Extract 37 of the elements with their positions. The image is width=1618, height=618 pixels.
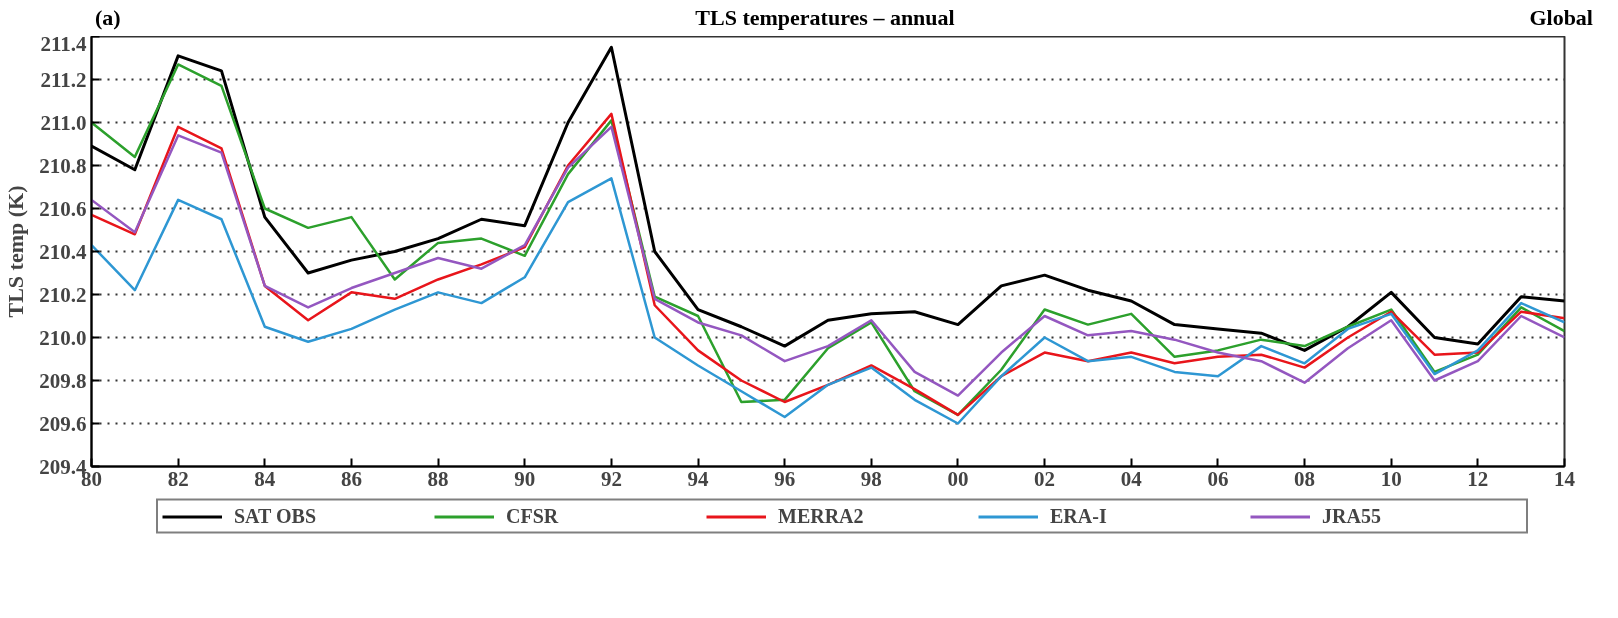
x-tick-label: 98: [860, 466, 882, 491]
y-axis-title: TLS temp (K): [3, 185, 29, 318]
y-tick-label: 210.8: [39, 153, 87, 178]
legend-label: SAT OBS: [234, 504, 318, 528]
y-tick-label: 209.6: [39, 411, 87, 436]
y-tick-label: 210.4: [39, 239, 87, 264]
x-tick-label: 10: [1380, 466, 1402, 491]
x-tick-label: 14: [1554, 466, 1576, 491]
x-tick-label: 90: [514, 466, 536, 491]
x-tick-label: 82: [167, 466, 189, 491]
x-tick-label: 96: [774, 466, 796, 491]
x-tick-label: 88: [427, 466, 449, 491]
y-tick-label: 210.0: [39, 325, 87, 350]
x-tick-label: 94: [687, 466, 710, 491]
x-tick-label: 92: [600, 466, 622, 491]
legend-label: CFSR: [506, 504, 560, 528]
y-tick-label: 211.2: [40, 67, 87, 92]
text: Global: [1529, 4, 1593, 32]
x-tick-label: 84: [254, 466, 276, 491]
y-tick-label: 211.0: [40, 110, 87, 135]
x-tick-label: 08: [1294, 466, 1316, 491]
legend-label: JRA55: [1322, 504, 1382, 528]
text: (a): [95, 4, 121, 32]
x-tick-label: 00: [947, 466, 969, 491]
x-tick-label: 86: [340, 466, 362, 491]
x-tick-label: 12: [1467, 466, 1489, 491]
line-series: [91, 177, 1565, 425]
y-tick-label: 210.6: [39, 196, 87, 221]
legend-label: ERA-I: [1050, 504, 1108, 528]
y-tick-label: 209.8: [39, 368, 87, 393]
legend-label: MERRA2: [778, 504, 865, 528]
x-tick-label: 06: [1207, 466, 1229, 491]
x-tick-label: 02: [1034, 466, 1056, 491]
x-tick-label: 04: [1120, 466, 1143, 491]
y-tick-label: 210.2: [39, 282, 87, 307]
y-tick-label: 211.4: [40, 31, 87, 56]
chart-title: TLS temperatures – annual: [695, 4, 955, 32]
